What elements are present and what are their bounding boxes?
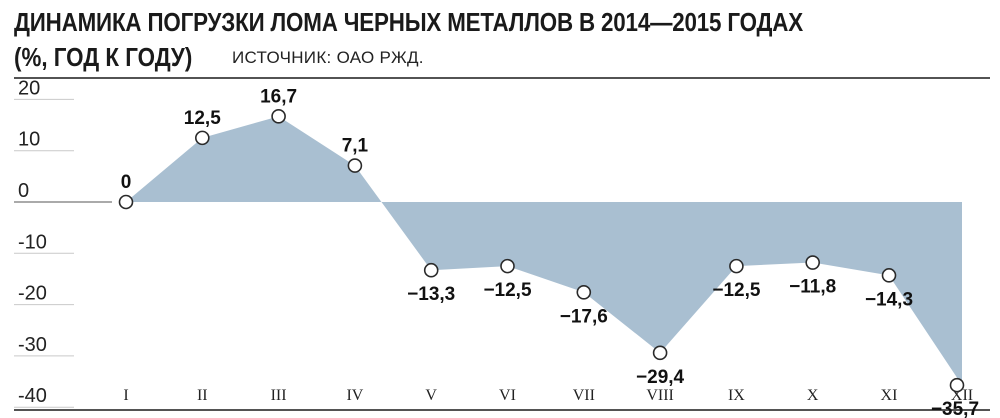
data-point[interactable] — [271, 109, 286, 124]
y-tick-label: -30 — [18, 334, 47, 356]
x-tick-label: IV — [346, 387, 363, 404]
x-axis-ticks: I II III IV V VI VII VIII IX X XI XII — [123, 387, 973, 404]
unit-label: (%, ГОД К ГОДУ) — [14, 42, 193, 72]
data-label: −11,8 — [789, 277, 836, 298]
x-tick-label: VII — [573, 387, 595, 404]
data-point[interactable] — [949, 377, 965, 393]
data-label: −13,3 — [407, 284, 455, 305]
data-point[interactable] — [805, 255, 821, 270]
y-tick-label: -40 — [18, 385, 47, 407]
x-tick-label: VIII — [646, 387, 674, 404]
data-label: 12,5 — [184, 108, 221, 129]
x-tick-label: X — [807, 387, 819, 404]
y-tick-label: -10 — [18, 231, 47, 253]
data-labels: 0 12,5 16,7 7,1 −13,3 −12,5 −17,6 −29,4 −12,5 −11… — [121, 86, 979, 418]
data-label: 7,1 — [342, 136, 369, 157]
data-points — [118, 109, 965, 393]
y-tick-label: 10 — [18, 129, 40, 151]
x-tick-label: IX — [728, 387, 745, 404]
data-point[interactable] — [118, 194, 134, 210]
x-tick-label: XI — [881, 387, 898, 404]
data-label: −12,5 — [483, 280, 532, 301]
x-tick-label: VI — [499, 387, 516, 404]
y-axis-ticks: 20 10 0 -10 -20 -30 -40 — [18, 77, 47, 407]
data-point[interactable] — [500, 258, 515, 274]
data-label: −17,6 — [560, 306, 608, 327]
data-point[interactable] — [652, 345, 668, 361]
data-point[interactable] — [195, 130, 210, 146]
chart-title: ДИНАМИКА ПОГРУЗКИ ЛОМА ЧЕРНЫХ МЕТАЛЛОВ В… — [14, 7, 803, 37]
y-tick-label: -20 — [18, 283, 47, 305]
data-point[interactable] — [729, 258, 744, 274]
data-point[interactable] — [347, 158, 363, 173]
data-point[interactable] — [881, 268, 897, 283]
x-tick-label: I — [123, 387, 128, 404]
data-label: −12,5 — [712, 280, 761, 301]
area-fill — [126, 116, 962, 386]
x-tick-label: V — [425, 387, 437, 404]
x-tick-label: III — [271, 387, 287, 404]
data-point[interactable] — [576, 284, 592, 300]
x-tick-label: II — [197, 387, 208, 404]
data-point[interactable] — [423, 262, 439, 278]
chart-subtitle: (%, ГОД К ГОДУ) ИСТОЧНИК: ОАО РЖД. — [14, 42, 424, 77]
source-label: ИСТОЧНИК: ОАО РЖД. — [232, 48, 424, 67]
data-label: 16,7 — [260, 86, 297, 107]
area-layer — [126, 116, 962, 386]
y-tick-label: 0 — [18, 180, 29, 202]
y-tick-label: 20 — [18, 77, 40, 99]
y-grid — [14, 98, 112, 408]
data-label: −35,7 — [931, 399, 979, 418]
data-label: −29,4 — [636, 367, 685, 388]
data-label: −14,3 — [865, 289, 913, 310]
data-label: 0 — [121, 172, 132, 193]
